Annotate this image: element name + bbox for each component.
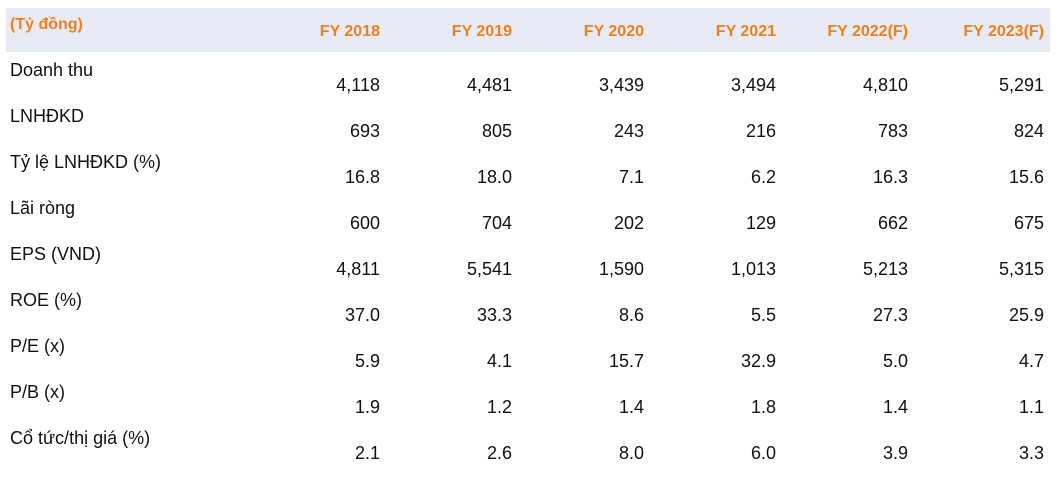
table-cell: 704 xyxy=(481,213,512,233)
table-cell: 202 xyxy=(613,213,644,233)
table-header-row: (Tỷ đồng) FY 2018 FY 2019 FY 2020 FY 202… xyxy=(6,8,1050,52)
table-row: Doanh thu 4,118 4,481 3,439 3,494 4,810 … xyxy=(6,52,1050,98)
financial-summary-table: (Tỷ đồng) FY 2018 FY 2019 FY 2020 FY 202… xyxy=(6,8,1050,466)
table-cell: 5.0 xyxy=(882,351,908,371)
table-cell: 805 xyxy=(481,121,512,141)
column-header: FY 2020 xyxy=(583,23,644,40)
table-cell: 5.5 xyxy=(750,305,776,325)
table-cell: 824 xyxy=(1013,121,1044,141)
table-cell: 18.0 xyxy=(476,167,512,187)
table-cell: 662 xyxy=(877,213,908,233)
table-cell: 5.9 xyxy=(354,351,380,371)
row-label: P/B (x) xyxy=(10,382,66,402)
table-cell: 15.6 xyxy=(1008,167,1044,187)
table-cell: 15.7 xyxy=(608,351,644,371)
column-header: FY 2022(F) xyxy=(827,23,908,40)
table-cell: 37.0 xyxy=(344,305,380,325)
table-cell: 600 xyxy=(349,213,380,233)
row-label: EPS (VND) xyxy=(10,244,102,264)
table-cell: 6.2 xyxy=(750,167,776,187)
row-label: LNHĐKD xyxy=(10,106,85,126)
table-cell: 5,541 xyxy=(466,259,512,279)
column-header: FY 2021 xyxy=(715,23,776,40)
table-cell: 5,213 xyxy=(862,259,908,279)
table-cell: 1.4 xyxy=(618,397,644,417)
table-cell: 4,811 xyxy=(336,259,380,279)
row-label: Tỷ lệ LNHĐKD (%) xyxy=(10,152,162,172)
table-cell: 27.3 xyxy=(872,305,908,325)
table-cell: 4.7 xyxy=(1018,351,1044,371)
column-header: FY 2023(F) xyxy=(963,23,1044,40)
table-cell: 4,481 xyxy=(466,75,512,95)
table-cell: 7.1 xyxy=(618,167,644,187)
row-label: Cổ tức/thị giá (%) xyxy=(10,428,151,448)
table-cell: 1.2 xyxy=(486,397,512,417)
table-cell: 1.8 xyxy=(750,397,776,417)
table-row: Tỷ lệ LNHĐKD (%) 16.8 18.0 7.1 6.2 16.3 … xyxy=(6,144,1050,190)
column-header: FY 2019 xyxy=(451,23,512,40)
table-row: ROE (%) 37.0 33.3 8.6 5.5 27.3 25.9 xyxy=(6,282,1050,328)
table-cell: 32.9 xyxy=(740,351,776,371)
table-cell: 1.4 xyxy=(882,397,908,417)
column-header: FY 2018 xyxy=(319,23,380,40)
table-cell: 2.1 xyxy=(354,443,380,463)
table-cell: 4,118 xyxy=(336,75,380,95)
table-cell: 3.3 xyxy=(1018,443,1044,463)
table-cell: 4,810 xyxy=(862,75,908,95)
table-cell: 693 xyxy=(349,121,380,141)
table-cell: 1.1 xyxy=(1018,397,1044,417)
table-cell: 2.6 xyxy=(486,443,512,463)
table-cell: 3,439 xyxy=(598,75,644,95)
table-cell: 33.3 xyxy=(476,305,512,325)
table-cell: 8.0 xyxy=(618,443,644,463)
table-row: P/B (x) 1.9 1.2 1.4 1.8 1.4 1.1 xyxy=(6,374,1050,420)
table-cell: 3.9 xyxy=(882,443,908,463)
table-cell: 4.1 xyxy=(486,351,512,371)
row-label: P/E (x) xyxy=(10,336,66,356)
table-cell: 3,494 xyxy=(730,75,776,95)
table-cell: 5,291 xyxy=(998,75,1044,95)
table-row: EPS (VND) 4,811 5,541 1,590 1,013 5,213 … xyxy=(6,236,1050,282)
table-cell: 1,013 xyxy=(730,259,776,279)
table-cell: 1,590 xyxy=(598,259,644,279)
table-cell: 129 xyxy=(745,213,776,233)
row-label: Doanh thu xyxy=(10,60,94,80)
table-row: LNHĐKD 693 805 243 216 783 824 xyxy=(6,98,1050,144)
table-cell: 16.3 xyxy=(872,167,908,187)
table-cell: 8.6 xyxy=(618,305,644,325)
table-cell: 6.0 xyxy=(750,443,776,463)
table-cell: 1.9 xyxy=(354,397,380,417)
table-cell: 16.8 xyxy=(344,167,380,187)
row-label: ROE (%) xyxy=(10,290,82,310)
row-label: Lãi ròng xyxy=(10,198,76,218)
table-row: Cổ tức/thị giá (%) 2.1 2.6 8.0 6.0 3.9 3… xyxy=(6,420,1050,466)
table-cell: 783 xyxy=(877,121,908,141)
table-cell: 5,315 xyxy=(998,259,1044,279)
table-cell: 216 xyxy=(745,121,776,141)
table-row: P/E (x) 5.9 4.1 15.7 32.9 5.0 4.7 xyxy=(6,328,1050,374)
table-cell: 243 xyxy=(613,121,644,141)
unit-label: (Tỷ đồng) xyxy=(10,16,83,33)
table-row: Lãi ròng 600 704 202 129 662 675 xyxy=(6,190,1050,236)
table-cell: 675 xyxy=(1013,213,1044,233)
table-cell: 25.9 xyxy=(1008,305,1044,325)
